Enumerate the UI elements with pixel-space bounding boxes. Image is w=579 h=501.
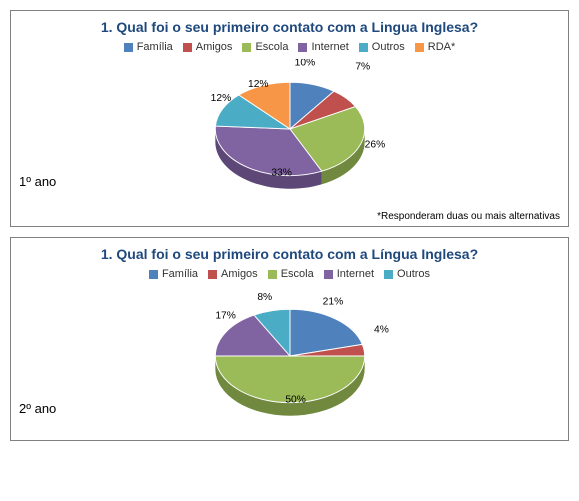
legend-item: Amigos: [183, 41, 233, 53]
legend-swatch: [415, 43, 424, 52]
legend-swatch: [298, 43, 307, 52]
legend-swatch: [268, 270, 277, 279]
legend-item: Escola: [268, 268, 314, 280]
legend: Família Amigos Escola Internet Outros: [19, 268, 560, 280]
legend-item: RDA*: [415, 41, 456, 53]
chart-panel: 1. Qual foi o seu primeiro contato com a…: [10, 10, 569, 227]
slice-label: 12%: [248, 79, 269, 90]
slice-label: 10%: [294, 59, 315, 69]
legend-swatch: [324, 270, 333, 279]
slice-label: 26%: [364, 140, 385, 151]
legend-swatch: [208, 270, 217, 279]
legend-label: Escola: [281, 268, 314, 280]
legend-label: Família: [137, 41, 173, 53]
legend-swatch: [242, 43, 251, 52]
year-label: 1º ano: [19, 174, 56, 189]
year-label: 2º ano: [19, 401, 56, 416]
legend: Família Amigos Escola Internet Outros RDA*: [19, 41, 560, 53]
legend-label: Outros: [372, 41, 405, 53]
chart-title: 1. Qual foi o seu primeiro contato com a…: [19, 246, 560, 262]
slice-label: 12%: [210, 93, 231, 104]
slice-label: 8%: [257, 292, 272, 303]
legend-item: Amigos: [208, 268, 258, 280]
legend-label: Amigos: [196, 41, 233, 53]
legend-label: Internet: [311, 41, 348, 53]
slice-label: 7%: [355, 61, 370, 72]
legend-swatch: [124, 43, 133, 52]
chart-panel: 1. Qual foi o seu primeiro contato com a…: [10, 237, 569, 441]
slice-label: 17%: [215, 311, 236, 322]
legend-label: Escola: [255, 41, 288, 53]
legend-item: Internet: [298, 41, 348, 53]
legend-label: RDA*: [428, 41, 456, 53]
legend-swatch: [149, 270, 158, 279]
chart-body: 10% 7% 26% 33% 12% 12% 1º ano: [19, 59, 560, 209]
legend-swatch: [384, 270, 393, 279]
legend-swatch: [183, 43, 192, 52]
legend-item: Outros: [359, 41, 405, 53]
footnote: *Responderam duas ou mais alternativas: [19, 211, 560, 222]
legend-item: Escola: [242, 41, 288, 53]
slice-label: 33%: [271, 168, 292, 179]
legend-label: Amigos: [221, 268, 258, 280]
slice-label: 50%: [285, 395, 306, 406]
chart-title: 1. Qual foi o seu primeiro contato com a…: [19, 19, 560, 35]
legend-item: Família: [124, 41, 173, 53]
slice-label: 4%: [374, 325, 389, 336]
legend-item: Internet: [324, 268, 374, 280]
legend-label: Família: [162, 268, 198, 280]
legend-item: Outros: [384, 268, 430, 280]
chart-body: 21% 4% 50% 17% 8% 2º ano: [19, 286, 560, 436]
legend-label: Internet: [337, 268, 374, 280]
legend-item: Família: [149, 268, 198, 280]
slice-label: 21%: [322, 297, 343, 308]
legend-swatch: [359, 43, 368, 52]
legend-label: Outros: [397, 268, 430, 280]
